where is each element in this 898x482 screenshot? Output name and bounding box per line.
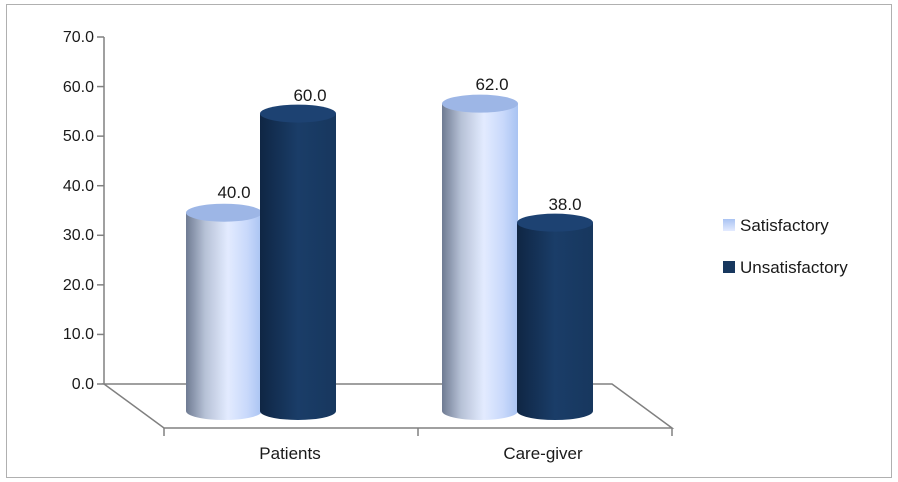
data-label-patients-unsatisfactory: 60.0	[293, 86, 326, 105]
bar-body	[186, 212, 262, 420]
legend-swatch-unsatisfactory	[723, 261, 735, 273]
y-tick-label-0: 0.0	[72, 376, 94, 393]
y-tick-label-5: 50.0	[63, 128, 94, 145]
y-tick-marks	[97, 36, 104, 385]
y-tick-label-7: 70.0	[63, 29, 94, 46]
bar-caregiver-satisfactory	[442, 94, 518, 421]
bar-patients-satisfactory	[186, 203, 262, 420]
bar-top	[442, 94, 518, 113]
bar-body	[260, 113, 336, 420]
bar-patients-unsatisfactory	[260, 104, 336, 420]
bars-layer	[186, 94, 593, 421]
bar-top	[517, 213, 593, 232]
data-label-caregiver-satisfactory: 62.0	[475, 75, 508, 94]
category-label-caregiver: Care-giver	[503, 444, 583, 463]
y-tick-label-3: 30.0	[63, 227, 94, 244]
legend: Satisfactory Unsatisfactory	[723, 216, 848, 277]
bar-top	[260, 104, 336, 123]
bar-body	[442, 103, 518, 421]
bar-top	[186, 203, 262, 222]
y-tick-label-6: 60.0	[63, 79, 94, 96]
legend-swatch-satisfactory	[723, 219, 735, 231]
category-label-patients: Patients	[259, 444, 320, 463]
legend-label-unsatisfactory: Unsatisfactory	[740, 258, 848, 277]
data-label-patients-satisfactory: 40.0	[217, 183, 250, 202]
legend-label-satisfactory: Satisfactory	[740, 216, 829, 235]
y-tick-label-4: 40.0	[63, 178, 94, 195]
bar-body	[517, 222, 593, 420]
bar-caregiver-unsatisfactory	[517, 213, 593, 420]
data-label-caregiver-unsatisfactory: 38.0	[548, 195, 581, 214]
y-tick-label-1: 10.0	[63, 326, 94, 343]
y-tick-label-2: 20.0	[63, 277, 94, 294]
